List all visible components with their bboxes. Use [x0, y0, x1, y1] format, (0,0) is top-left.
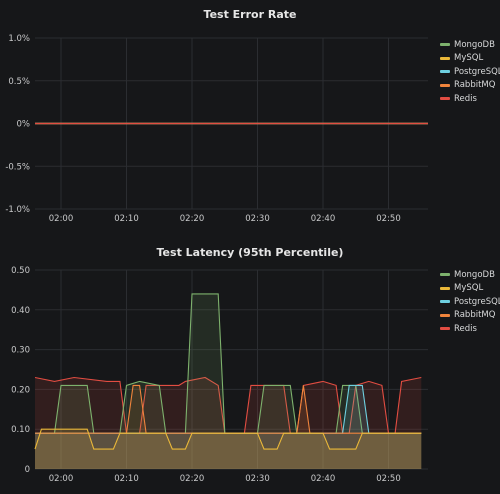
legend-item-postgresql[interactable]: PostgreSQL: [440, 295, 500, 309]
latency-panel: Test Latency (95th Percentile) 0.50 0.40 0…: [0, 238, 500, 494]
legend-item-mysql[interactable]: MySQL: [440, 282, 500, 296]
error-rate-chart[interactable]: 1.0% 0.5% 0% -0.5% -1.0% 02:00 02:10 02:20 02:30…: [0, 0, 500, 238]
x-tick-label: 02:30: [245, 214, 270, 224]
panel-title[interactable]: Test Latency (95th Percentile): [156, 246, 344, 259]
legend-item-rabbitmq[interactable]: RabbitMQ: [440, 79, 500, 93]
y-tick-label: -0.5%: [5, 162, 30, 172]
legend-swatch: [440, 97, 450, 101]
legend-item-redis[interactable]: Redis: [440, 92, 500, 106]
legend-swatch: [440, 313, 450, 317]
y-tick-label: 0.5%: [8, 77, 30, 87]
legend-swatch: [440, 70, 450, 74]
x-tick-label: 02:40: [311, 214, 336, 224]
legend-item-mysql[interactable]: MySQL: [440, 52, 500, 66]
x-tick-label: 02:30: [245, 474, 270, 484]
x-tick-label: 02:00: [49, 214, 74, 224]
legend: MongoDB MySQL PostgreSQL RabbitMQ Redis: [440, 268, 500, 336]
legend-item-mongodb[interactable]: MongoDB: [440, 38, 500, 52]
x-tick-label: 02:40: [311, 474, 336, 484]
legend-swatch: [440, 286, 450, 290]
error-rate-panel: Test Error Rate 1.0% 0.5% 0% -0.5% -1.0% 02:0…: [0, 0, 500, 238]
y-tick-label: 0.30: [11, 346, 30, 356]
panel-title[interactable]: Test Error Rate: [203, 8, 297, 21]
latency-chart[interactable]: 0.50 0.40 0.30 0.20 0.10 0 02:00 02:10 02:20 02:3…: [0, 238, 500, 494]
legend-label: Redis: [454, 323, 477, 334]
x-tick-label: 02:50: [376, 474, 401, 484]
series-area-mysql: [35, 429, 422, 469]
x-tick-label: 02:50: [376, 214, 401, 224]
y-tick-label: 0.10: [11, 425, 30, 435]
legend-swatch: [440, 273, 450, 277]
x-tick-label: 02:20: [180, 214, 205, 224]
series-line-mysql: [34, 428, 422, 450]
legend-swatch: [440, 83, 450, 87]
legend-label: RabbitMQ: [454, 80, 496, 91]
x-tick-label: 02:00: [49, 474, 74, 484]
y-tick-label: -1.0%: [5, 205, 30, 215]
x-tick-label: 02:20: [180, 474, 205, 484]
legend-item-postgresql[interactable]: PostgreSQL: [440, 65, 500, 79]
legend-swatch: [440, 56, 450, 60]
series-area-mongodb: [35, 293, 422, 469]
series-area-redis: [35, 377, 422, 469]
legend: MongoDB MySQL PostgreSQL RabbitMQ Redis: [440, 38, 500, 106]
x-tick-label: 02:10: [114, 214, 139, 224]
y-tick-label: 0.20: [11, 385, 30, 395]
y-tick-label: 0: [25, 465, 30, 475]
series-area-rabbitmq: [35, 385, 422, 469]
legend-label: Redis: [454, 93, 477, 104]
legend-item-mongodb[interactable]: MongoDB: [440, 268, 500, 282]
legend-label: PostgreSQL: [454, 296, 500, 307]
y-tick-label: 0.40: [11, 306, 30, 316]
legend-item-rabbitmq[interactable]: RabbitMQ: [440, 309, 500, 323]
legend-label: MySQL: [454, 53, 484, 64]
legend-swatch: [440, 43, 450, 47]
series-area-postgresql: [35, 385, 422, 469]
y-tick-label: 1.0%: [8, 34, 30, 44]
legend-label: PostgreSQL: [454, 66, 500, 77]
y-tick-label: 0%: [17, 120, 31, 130]
x-tick-label: 02:10: [114, 474, 139, 484]
legend-label: RabbitMQ: [454, 310, 496, 321]
legend-label: MongoDB: [454, 269, 495, 280]
legend-swatch: [440, 327, 450, 331]
legend-label: MySQL: [454, 283, 484, 294]
series-line-mongodb: [35, 293, 422, 434]
y-tick-label: 0.50: [11, 266, 30, 276]
legend-label: MongoDB: [454, 39, 495, 50]
legend-swatch: [440, 300, 450, 304]
legend-item-redis[interactable]: Redis: [440, 322, 500, 336]
